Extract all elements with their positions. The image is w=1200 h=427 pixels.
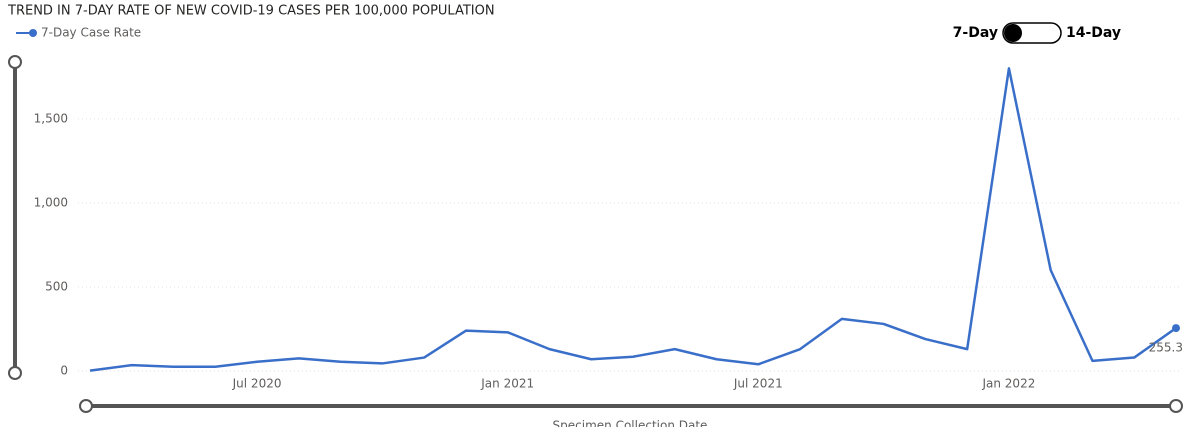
y-tick-label: 0	[60, 364, 68, 378]
x-slider-handle[interactable]	[79, 399, 93, 413]
legend-label: 7-Day Case Rate	[41, 26, 141, 40]
toggle-right-label[interactable]: 14-Day	[1066, 25, 1121, 41]
data-label: 255.3	[1149, 341, 1183, 355]
x-tick-label: Jan 2022	[981, 377, 1035, 391]
y-tick-label: 1,500	[34, 111, 68, 125]
toggle-left-label[interactable]: 7-Day	[953, 25, 998, 41]
x-axis-title: Specimen Collection Date	[553, 419, 708, 427]
y-tick-label: 500	[45, 279, 68, 293]
y-tick-label: 1,000	[34, 195, 68, 209]
toggle-knob[interactable]	[1004, 24, 1022, 42]
x-slider-handle[interactable]	[1169, 399, 1183, 413]
legend-marker	[29, 29, 37, 37]
y-slider-handle[interactable]	[8, 55, 22, 69]
x-tick-label: Jul 2021	[733, 377, 783, 391]
x-tick-label: Jan 2021	[480, 377, 534, 391]
end-marker	[1172, 324, 1180, 333]
x-tick-label: Jul 2020	[232, 377, 282, 391]
y-slider-handle[interactable]	[8, 366, 22, 380]
chart-title: TREND IN 7-DAY RATE OF NEW COVID-19 CASE…	[7, 4, 495, 19]
series-line	[89, 67, 1177, 372]
